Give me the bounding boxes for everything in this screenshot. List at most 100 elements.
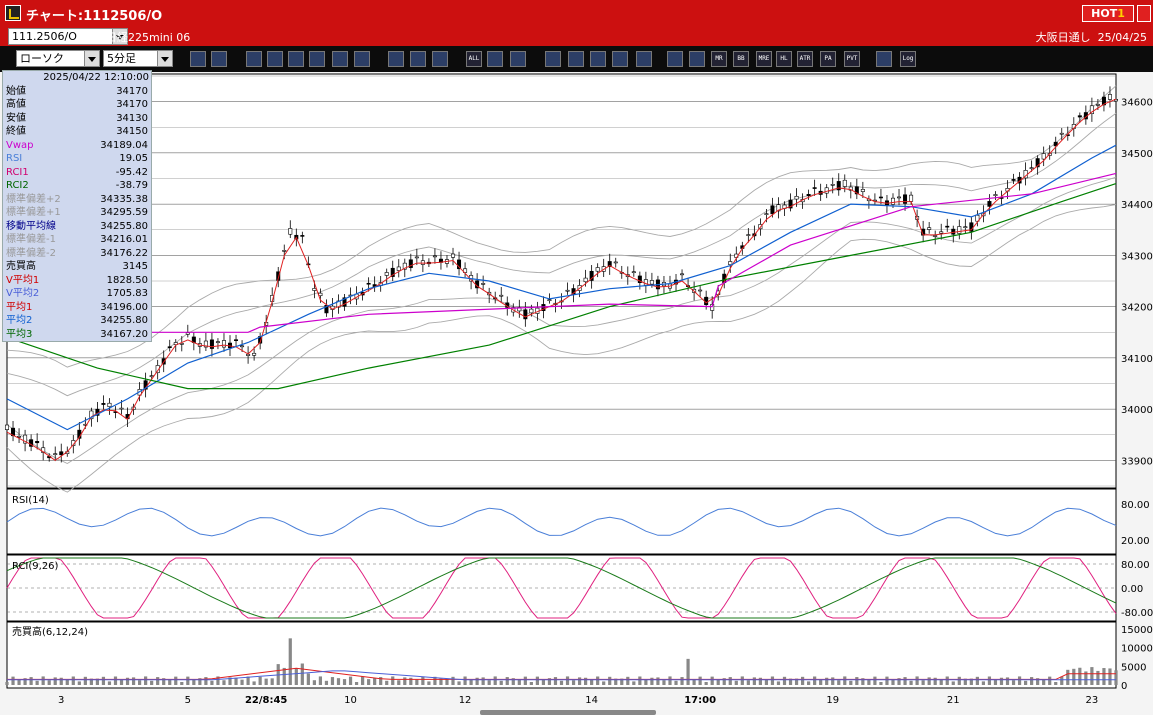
volume-bar xyxy=(252,681,256,685)
volume-bar xyxy=(596,676,600,685)
volume-bar xyxy=(23,678,27,685)
volume-bar xyxy=(113,676,118,685)
volume-panel xyxy=(6,621,1117,689)
candle-body xyxy=(1095,104,1100,106)
candle-body xyxy=(221,340,226,348)
color-icon[interactable] xyxy=(510,51,526,67)
chart-area[interactable]: 34600 34500 34400 34300 34200 34100 34000 33900… xyxy=(0,72,1153,715)
candle-body xyxy=(637,275,642,283)
candle-body xyxy=(300,235,305,237)
trash-icon[interactable] xyxy=(354,51,370,67)
current-date: 25/04/25 xyxy=(1097,31,1147,44)
info-datetime: 2025/04/22 12:10:00 xyxy=(43,72,149,83)
candle-body xyxy=(215,341,220,343)
hl-icon[interactable]: MRE xyxy=(756,51,772,67)
info-label: 売買高 xyxy=(6,261,36,272)
compare-icon[interactable] xyxy=(388,51,404,67)
code-select[interactable]: 111.2506/O xyxy=(8,28,128,45)
copy-icon[interactable]: Log xyxy=(900,51,916,67)
chevron-down-icon[interactable] xyxy=(84,51,99,66)
bar-icon[interactable] xyxy=(211,51,227,67)
volume-bar xyxy=(879,681,883,685)
candle-body xyxy=(927,227,932,230)
candle-body xyxy=(547,299,552,302)
settings-icon[interactable]: ALL xyxy=(466,51,482,67)
volume-bar xyxy=(523,676,527,685)
rci-tick-label: -80.00 xyxy=(1121,608,1153,619)
candle-body xyxy=(788,199,793,209)
period-value: 5分足 xyxy=(107,52,136,65)
candle-body xyxy=(451,253,456,258)
volume-bar xyxy=(11,676,15,685)
blank-icon[interactable] xyxy=(636,51,652,67)
info-row: V平均1 1828.50 xyxy=(5,274,149,288)
volume-bar xyxy=(921,680,925,685)
all-icon[interactable] xyxy=(432,51,448,67)
candle-body xyxy=(203,340,208,348)
tool-icon[interactable] xyxy=(487,51,503,67)
volume-bar xyxy=(535,676,539,685)
price-tick-label: 33900 xyxy=(1121,456,1153,467)
volume-bar xyxy=(800,676,805,685)
volume-bar xyxy=(909,680,913,685)
hot-button[interactable]: HOT1 xyxy=(1082,5,1134,22)
volume-bar xyxy=(119,679,124,685)
horizontal-scrollbar[interactable] xyxy=(480,710,656,715)
chevron-down-icon[interactable] xyxy=(112,29,127,44)
chevron-down-icon[interactable] xyxy=(157,51,172,66)
info-value: 34295.59 xyxy=(100,207,148,218)
volume-bar xyxy=(288,638,292,685)
memo-icon[interactable] xyxy=(332,51,348,67)
draw-icon[interactable] xyxy=(267,51,283,67)
avg1-line xyxy=(6,98,1117,462)
chart-type-select[interactable]: ローソク xyxy=(16,50,100,67)
volume-bar xyxy=(397,680,401,685)
volume-bar xyxy=(987,676,992,685)
close-button[interactable] xyxy=(1137,5,1151,22)
period-select[interactable]: 5分足 xyxy=(103,50,173,67)
volume-bar xyxy=(312,680,316,685)
frame-icon[interactable]: PVT xyxy=(844,51,860,67)
candle-body xyxy=(35,441,40,444)
volume-bar xyxy=(794,678,799,685)
info-row: V平均2 1705.83 xyxy=(5,287,149,301)
bb-icon[interactable]: MR xyxy=(711,51,727,67)
price-tick-label: 34300 xyxy=(1121,251,1153,262)
candle-body xyxy=(1035,158,1040,168)
order-icon[interactable] xyxy=(545,51,561,67)
info-row: RCI1 -95.42 xyxy=(5,166,149,180)
volume-bar xyxy=(716,679,720,685)
volume-bar xyxy=(379,677,383,685)
log-icon[interactable] xyxy=(876,51,892,67)
mre-icon[interactable]: BB xyxy=(733,51,749,67)
info-label: 移動平均線 xyxy=(6,220,56,232)
pvt-icon[interactable]: PA xyxy=(820,51,836,67)
volume-avg2-line xyxy=(7,670,1116,681)
pen-icon[interactable] xyxy=(246,51,262,67)
paint-icon[interactable]: ATR xyxy=(797,51,813,67)
search-icon[interactable] xyxy=(190,51,206,67)
chart-icon[interactable] xyxy=(590,51,606,67)
zoom-icon[interactable] xyxy=(568,51,584,67)
chart-canvas[interactable]: 34600 34500 34400 34300 34200 34100 34000 33900… xyxy=(0,72,1153,715)
info-value: 34255.80 xyxy=(100,220,148,232)
info-label: 平均3 xyxy=(6,328,33,340)
candle-body xyxy=(463,268,468,273)
cursor-icon[interactable] xyxy=(288,51,304,67)
ma-icon[interactable] xyxy=(667,51,683,67)
info-label: RCI1 xyxy=(6,166,29,178)
ruler-icon[interactable] xyxy=(309,51,325,67)
info-value: 34176.22 xyxy=(100,247,148,259)
volume-bar xyxy=(300,663,304,685)
x-tick-label: 10 xyxy=(344,695,357,706)
candle-body xyxy=(59,451,64,456)
volume-bar xyxy=(198,678,202,685)
chart2-icon[interactable] xyxy=(612,51,628,67)
volume-bar xyxy=(409,677,413,685)
candle-body xyxy=(499,294,504,297)
overlay-icon[interactable] xyxy=(410,51,426,67)
volume-tick-label: 5000 xyxy=(1121,662,1146,673)
mr-icon[interactable] xyxy=(689,51,705,67)
atr-icon[interactable]: HL xyxy=(776,51,792,67)
volume-bar xyxy=(457,681,461,685)
